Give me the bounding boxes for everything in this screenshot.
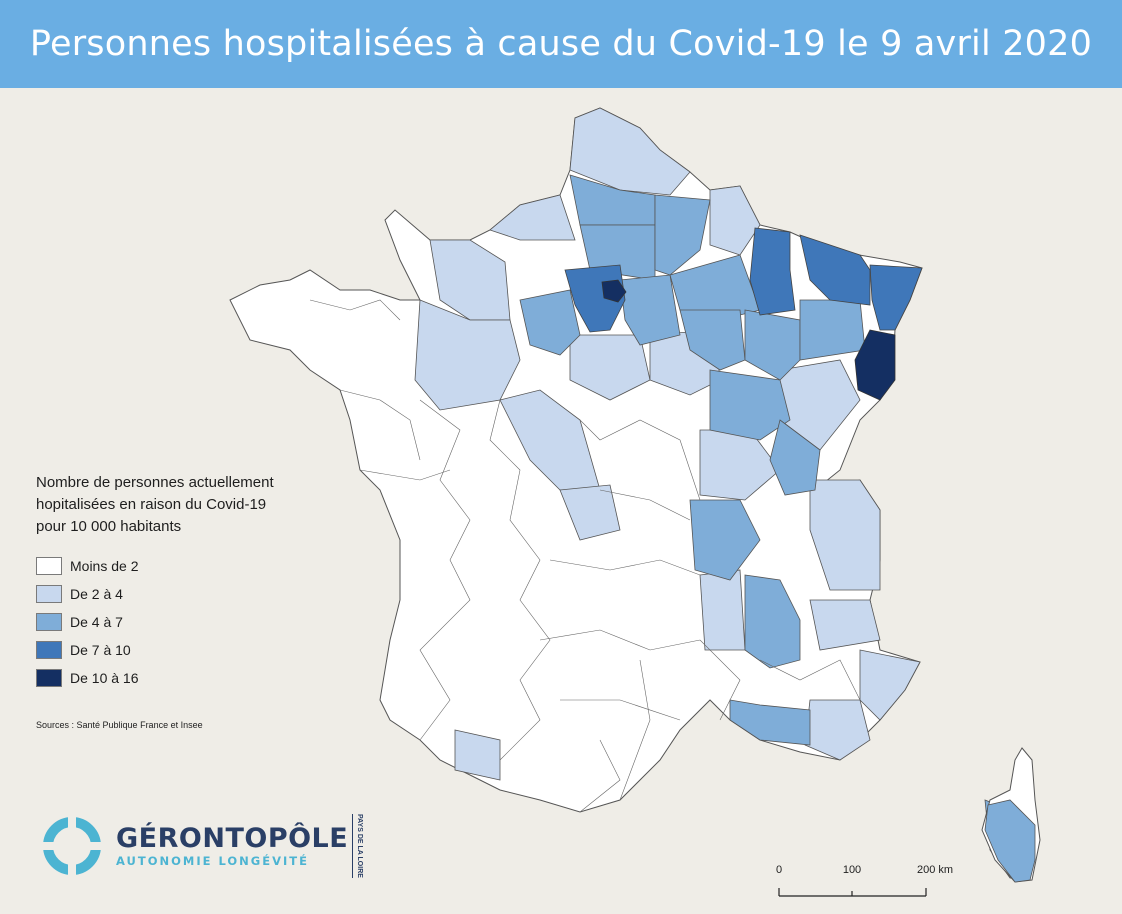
map-title: Personnes hospitalisées à cause du Covid… xyxy=(29,24,1093,64)
legend-label: De 7 à 10 xyxy=(70,642,131,658)
logo-text: GÉRONTOPÔLE AUTONOMIE LONGÉVITÉ xyxy=(116,823,349,869)
ring-logo-icon xyxy=(42,816,102,876)
legend-item: Moins de 2 xyxy=(36,552,326,580)
legend-item: De 10 à 16 xyxy=(36,664,326,692)
region-10-16 xyxy=(601,279,896,401)
legend-swatch xyxy=(36,613,62,631)
legend-swatch xyxy=(36,641,62,659)
legend-label: Moins de 2 xyxy=(70,558,139,574)
scale-tick-label: 100 xyxy=(842,864,862,876)
legend-item: De 4 à 7 xyxy=(36,608,326,636)
logo-tagline: AUTONOMIE LONGÉVITÉ xyxy=(116,854,309,868)
legend-item: De 7 à 10 xyxy=(36,636,326,664)
logo-region: PAYS DE LA LOIRE xyxy=(352,814,363,878)
region-4-7 xyxy=(519,174,1031,881)
legend-label: De 4 à 7 xyxy=(70,614,123,630)
gerontopole-logo: GÉRONTOPÔLE AUTONOMIE LONGÉVITÉ PAYS DE … xyxy=(40,814,363,878)
region-2-4 xyxy=(414,107,921,781)
legend-label: De 2 à 4 xyxy=(70,586,123,602)
france-map xyxy=(229,107,1041,883)
scale-tick-label: 0 xyxy=(775,864,783,876)
legend-swatch xyxy=(36,557,62,575)
scale-bar: 0 100 200 km xyxy=(760,864,980,904)
legend-label: De 10 à 16 xyxy=(70,670,139,686)
title-bar: Personnes hospitalisées à cause du Covid… xyxy=(0,0,1122,88)
corsica-south xyxy=(984,799,1036,883)
scale-line xyxy=(778,888,927,897)
legend-title: Nombre de personnes actuellement hopital… xyxy=(36,474,274,535)
legend: Nombre de personnes actuellement hopital… xyxy=(36,472,326,692)
scale-tick-label: 200 km xyxy=(916,864,954,876)
legend-swatch xyxy=(36,585,62,603)
sources-note: Sources : Santé Publique France et Insee xyxy=(36,720,203,730)
legend-swatch xyxy=(36,669,62,687)
department-borders xyxy=(309,299,861,813)
logo-name: GÉRONTOPÔLE xyxy=(116,823,349,854)
legend-item: De 2 à 4 xyxy=(36,580,326,608)
